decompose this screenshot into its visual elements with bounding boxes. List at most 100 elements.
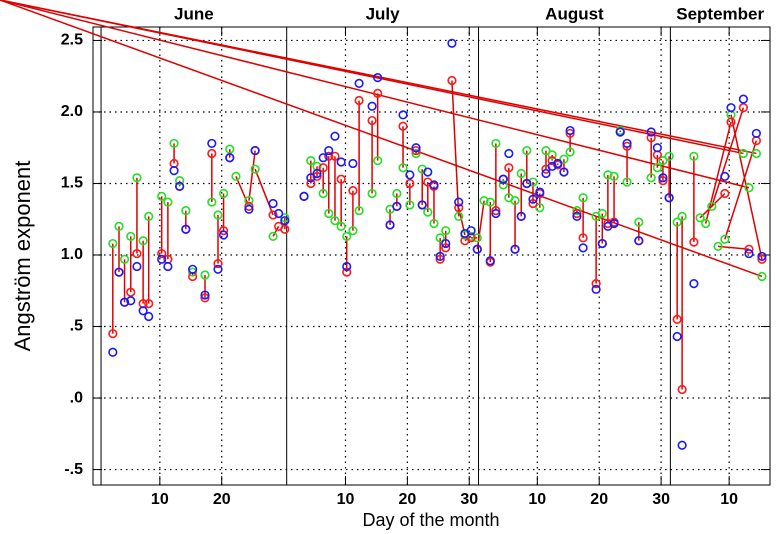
point <box>472 244 482 254</box>
point <box>163 197 173 207</box>
point <box>757 271 767 282</box>
point <box>498 174 508 184</box>
point <box>280 224 290 234</box>
point <box>108 238 118 249</box>
point <box>565 128 575 139</box>
point <box>312 168 322 179</box>
point <box>405 200 415 210</box>
point <box>689 279 699 289</box>
point <box>510 244 520 254</box>
point <box>658 176 668 186</box>
point <box>565 147 575 157</box>
point <box>491 138 501 149</box>
pair-connector <box>0 0 757 155</box>
point <box>207 197 217 207</box>
point <box>336 221 346 231</box>
point <box>385 220 395 230</box>
point <box>466 226 476 236</box>
point <box>144 311 154 322</box>
point <box>367 115 377 126</box>
point <box>336 157 346 167</box>
point <box>720 171 730 181</box>
point <box>175 181 185 191</box>
point <box>280 216 290 226</box>
point <box>454 211 464 221</box>
point <box>535 187 545 197</box>
point <box>720 234 730 244</box>
point <box>181 224 191 234</box>
point <box>441 243 451 253</box>
pair-connector <box>717 245 750 251</box>
point <box>454 197 464 207</box>
point <box>572 208 582 219</box>
y-tick-label: -.5 <box>64 461 83 478</box>
point <box>417 200 427 210</box>
point <box>522 145 532 156</box>
point <box>218 188 229 199</box>
pair-connector <box>272 226 280 237</box>
point <box>144 211 154 221</box>
point <box>591 284 601 294</box>
point <box>447 75 457 86</box>
point <box>342 267 352 277</box>
point <box>516 211 526 221</box>
point <box>392 201 402 211</box>
point <box>126 287 136 297</box>
pair-connector <box>235 176 250 207</box>
point <box>244 196 254 206</box>
point <box>677 384 687 395</box>
point <box>398 163 408 173</box>
point <box>342 261 352 272</box>
y-tick-label: 2.5 <box>61 32 83 49</box>
point <box>250 164 260 174</box>
point <box>299 191 309 201</box>
point <box>330 131 340 141</box>
point <box>306 155 316 166</box>
point <box>373 88 383 98</box>
x-tick-label: 10 <box>720 491 738 508</box>
point <box>188 267 198 277</box>
point <box>188 264 198 274</box>
point <box>213 264 223 274</box>
point <box>591 279 601 289</box>
point <box>398 121 408 131</box>
point <box>615 127 625 137</box>
point <box>528 198 538 209</box>
point <box>169 166 179 176</box>
point <box>744 248 754 259</box>
point <box>751 128 761 139</box>
point <box>504 163 514 173</box>
point <box>268 210 278 220</box>
point <box>330 216 340 226</box>
point <box>597 238 607 249</box>
pair-connector <box>724 140 758 240</box>
point <box>441 226 451 236</box>
y-tick-label: .5 <box>70 318 83 335</box>
point <box>348 158 358 169</box>
point <box>268 198 278 209</box>
point <box>454 203 464 213</box>
point <box>572 206 582 216</box>
point <box>652 143 662 153</box>
point <box>119 297 130 307</box>
point <box>231 171 241 181</box>
point <box>707 201 717 211</box>
point <box>132 248 142 259</box>
point <box>324 151 334 161</box>
point <box>318 153 328 163</box>
y-tick-label: 2.0 <box>61 103 83 120</box>
point <box>330 151 340 161</box>
pair-connector <box>254 168 274 216</box>
x-tick-label: 10 <box>151 491 169 508</box>
point <box>157 191 167 201</box>
point <box>114 267 124 277</box>
point <box>622 138 632 149</box>
x-tick-label: 20 <box>213 491 231 508</box>
point <box>634 217 644 227</box>
point <box>411 148 421 159</box>
point <box>677 211 687 221</box>
point <box>738 103 748 113</box>
point <box>348 186 358 196</box>
point <box>114 221 124 231</box>
point <box>354 78 364 88</box>
